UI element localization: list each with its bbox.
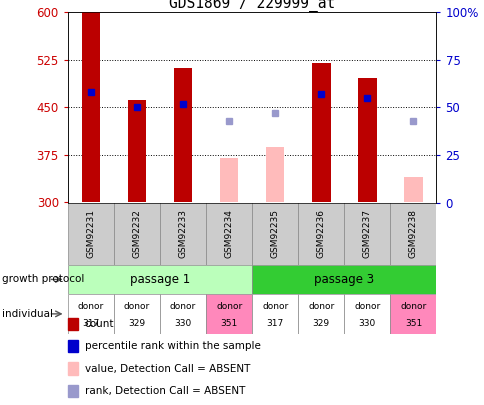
Bar — [68, 265, 252, 294]
Text: GSM92236: GSM92236 — [316, 209, 325, 258]
Bar — [219, 158, 238, 202]
Text: GSM92237: GSM92237 — [362, 209, 371, 258]
Text: individual: individual — [2, 309, 53, 319]
Bar — [114, 294, 160, 334]
Bar — [357, 77, 376, 202]
Bar — [298, 202, 344, 265]
Bar — [344, 294, 390, 334]
Text: growth protocol: growth protocol — [2, 275, 85, 284]
Text: 317: 317 — [82, 320, 99, 328]
Text: GSM92231: GSM92231 — [86, 209, 95, 258]
Text: 329: 329 — [128, 320, 145, 328]
Bar — [390, 294, 436, 334]
Bar — [68, 362, 77, 375]
Bar — [68, 202, 114, 265]
Text: percentile rank within the sample: percentile rank within the sample — [85, 341, 260, 351]
Text: 330: 330 — [358, 320, 375, 328]
Text: donor: donor — [307, 302, 334, 311]
Text: rank, Detection Call = ABSENT: rank, Detection Call = ABSENT — [85, 386, 245, 396]
Text: donor: donor — [123, 302, 150, 311]
Text: donor: donor — [77, 302, 104, 311]
Text: count: count — [85, 319, 114, 329]
Bar — [160, 294, 206, 334]
Bar — [127, 100, 146, 202]
Text: GSM92233: GSM92233 — [178, 209, 187, 258]
Bar — [114, 202, 160, 265]
Bar — [160, 202, 206, 265]
Bar — [403, 177, 422, 202]
Bar — [344, 202, 390, 265]
Bar — [68, 385, 77, 397]
Text: donor: donor — [399, 302, 426, 311]
Text: donor: donor — [261, 302, 288, 311]
Bar — [252, 294, 298, 334]
Text: donor: donor — [215, 302, 242, 311]
Text: 351: 351 — [220, 320, 237, 328]
Text: 317: 317 — [266, 320, 283, 328]
Bar — [173, 68, 192, 202]
Text: donor: donor — [353, 302, 380, 311]
Text: GSM92235: GSM92235 — [270, 209, 279, 258]
Text: value, Detection Call = ABSENT: value, Detection Call = ABSENT — [85, 364, 250, 373]
Bar — [68, 294, 114, 334]
Bar — [311, 63, 330, 202]
Bar — [252, 265, 436, 294]
Text: passage 1: passage 1 — [130, 273, 190, 286]
Bar — [265, 147, 284, 202]
Bar — [206, 294, 252, 334]
Bar — [390, 202, 436, 265]
Text: 330: 330 — [174, 320, 191, 328]
Text: GSM92232: GSM92232 — [132, 209, 141, 258]
Bar — [252, 202, 298, 265]
Text: GSM92234: GSM92234 — [224, 209, 233, 258]
Text: 351: 351 — [404, 320, 421, 328]
Bar — [68, 340, 77, 352]
Bar — [298, 294, 344, 334]
Bar — [206, 202, 252, 265]
Title: GDS1869 / 229999_at: GDS1869 / 229999_at — [169, 0, 334, 12]
Text: donor: donor — [169, 302, 196, 311]
Bar — [81, 12, 100, 202]
Text: passage 3: passage 3 — [314, 273, 374, 286]
Bar — [68, 318, 77, 330]
Text: 329: 329 — [312, 320, 329, 328]
Text: GSM92238: GSM92238 — [408, 209, 417, 258]
